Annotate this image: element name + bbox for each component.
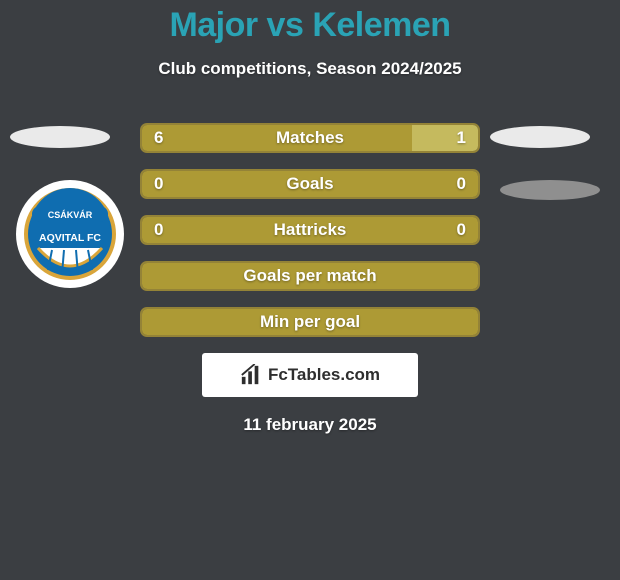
stat-label: Min per goal: [142, 309, 478, 335]
stat-label: Hattricks: [142, 217, 478, 243]
stat-label: Goals per match: [142, 263, 478, 289]
player-slot-top-right: [490, 126, 590, 148]
player-slot-top-left: [10, 126, 110, 148]
brand-text: FcTables.com: [268, 365, 380, 385]
crest-main-text: AQVITAL FC: [39, 232, 101, 244]
stat-label: Goals: [142, 171, 478, 197]
brand-box[interactable]: FcTables.com: [202, 353, 418, 397]
stat-bar: Min per goal: [140, 307, 480, 337]
bars-chart-icon: [240, 364, 262, 386]
stat-bar: 00Hattricks: [140, 215, 480, 245]
player-slot-mid-right: [500, 180, 600, 200]
subtitle: Club competitions, Season 2024/2025: [0, 59, 620, 79]
team-crest-icon: CSÁKVÁR AQVITAL FC: [24, 188, 116, 280]
crest-top-text: CSÁKVÁR: [48, 210, 93, 220]
date-text: 11 february 2025: [0, 415, 620, 435]
stat-label: Matches: [142, 125, 478, 151]
page-title: Major vs Kelemen: [0, 6, 620, 45]
stat-bar: 61Matches: [140, 123, 480, 153]
team-badge: CSÁKVÁR AQVITAL FC: [16, 180, 124, 288]
stats-bars: 61Matches 00Goals 00Hattricks Goals per mat…: [140, 123, 480, 337]
stat-bar: 00Goals: [140, 169, 480, 199]
stat-bar: Goals per match: [140, 261, 480, 291]
comparison-card: Major vs Kelemen Club competitions, Seas…: [0, 0, 620, 580]
